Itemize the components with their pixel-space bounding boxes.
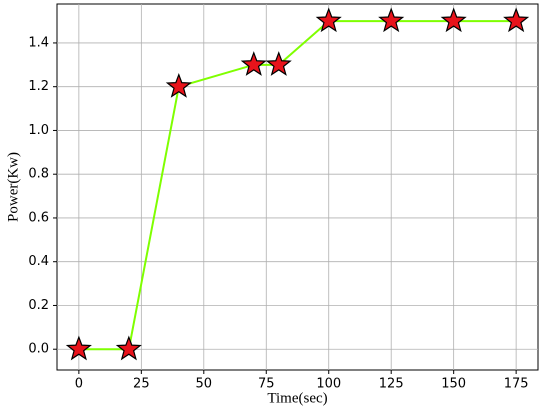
x-tick-label: 75 [258, 377, 275, 392]
y-axis-label: Power(Kw) [5, 152, 21, 222]
y-tick-label: 0.6 [28, 210, 49, 225]
y-tick-label: 0.0 [28, 342, 49, 357]
x-tick-label: 100 [316, 377, 341, 392]
x-tick-label: 175 [504, 377, 529, 392]
marker [240, 51, 267, 76]
y-tick-label: 0.4 [28, 254, 49, 269]
marker [503, 7, 530, 33]
plot-frame [56, 3, 539, 371]
marker [65, 335, 92, 361]
y-tick-label: 1.4 [28, 35, 49, 50]
x-tick-label: 150 [441, 377, 466, 392]
marker [378, 7, 405, 33]
marker [265, 51, 292, 76]
x-tick-label: 125 [379, 377, 404, 392]
x-axis-label: Time(sec) [267, 390, 327, 406]
x-tick-label: 0 [75, 377, 83, 392]
y-tick-label: 1.2 [28, 79, 49, 94]
line [78, 20, 517, 351]
x-tick-label: 25 [133, 377, 150, 392]
y-tick-label: 0.2 [28, 298, 49, 313]
y-tick-label: 1.0 [28, 123, 49, 138]
marker [315, 7, 342, 33]
marker [115, 335, 142, 361]
marker [440, 7, 467, 33]
y-tick-label: 0.8 [28, 167, 49, 182]
marker [165, 72, 192, 98]
x-tick-label: 50 [196, 377, 213, 392]
